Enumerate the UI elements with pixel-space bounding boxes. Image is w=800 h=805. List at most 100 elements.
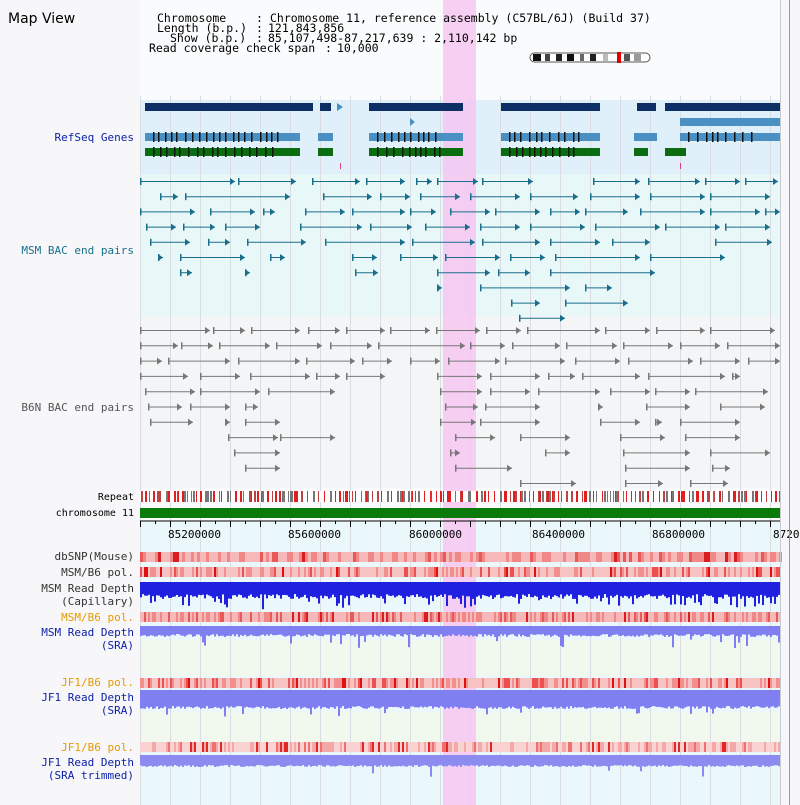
repeat-element <box>683 491 685 502</box>
jf1-depth-sra-bar <box>328 690 330 709</box>
msm-depth-capillary-bar <box>254 582 256 598</box>
jf1-b6-pol-cell <box>736 742 738 752</box>
refseq-gene-track[interactable] <box>145 103 780 169</box>
chromosome-value: Chromosome 11, reference assembly (C57BL… <box>270 11 651 25</box>
msm-bac-pair-arrow <box>650 269 655 277</box>
msm-b6-pol-cell <box>400 612 402 622</box>
msm-depth-sra-bar <box>326 626 328 635</box>
msm-depth-capillary-bar <box>548 582 550 596</box>
msm-b6-pol-cell <box>638 567 640 577</box>
repeat-element <box>585 491 587 502</box>
dbsnp-cell <box>758 552 761 562</box>
jf1-depth-trimmed-bar <box>254 755 256 767</box>
jf1-depth-sra-bar <box>490 690 492 708</box>
msm-b6-pol-cell <box>190 567 192 577</box>
repeat-element <box>738 491 740 502</box>
msm-b6-pol-cell <box>520 612 522 622</box>
jf1-depth-sra-bar <box>578 690 580 708</box>
msm-b6-pol-cell <box>310 612 312 622</box>
msm-bac-pair-end <box>612 238 614 246</box>
dbsnp-cell <box>446 552 449 562</box>
jf1-depth-trimmed-bar <box>214 755 216 767</box>
jf1-depth-sra-bar <box>552 690 554 709</box>
jf1-b6-pol-cell <box>208 742 210 752</box>
b6n-bac-pair-arrow <box>685 388 690 396</box>
jf1-depth-trimmed-bar <box>634 755 636 766</box>
jf1-depth-sra-bar <box>412 690 414 707</box>
msm-depth-capillary-bar <box>332 582 334 595</box>
b6n-bac-pair-arrow <box>765 449 770 457</box>
msm-b6-pol-cell <box>380 567 382 577</box>
jf1-depth-trimmed-bar <box>412 755 414 767</box>
track-label-refseq[interactable]: RefSeq Genes <box>55 131 134 144</box>
msm-depth-sra-bar <box>178 626 180 635</box>
dbsnp-cell <box>668 552 671 562</box>
msm-depth-capillary-bar <box>190 582 192 596</box>
jf1-depth-sra-bar <box>256 690 258 707</box>
msm-b6-pol-cell <box>610 612 612 622</box>
msm-b6-pol-cell <box>150 567 152 577</box>
chromosome-ideogram[interactable] <box>529 52 651 63</box>
jf1-b6-pol-cell <box>142 742 144 752</box>
msm-b6-pol-cell <box>412 612 414 622</box>
jf1-b6-pol-cell <box>326 678 328 688</box>
msm-bac-end-pairs[interactable] <box>140 178 780 322</box>
jf1-depth-trimmed-bar <box>502 755 504 767</box>
track-label-jf1-b6-pol-2: JF1/B6 pol. <box>61 741 134 754</box>
msm-depth-capillary-bar <box>702 582 704 597</box>
jf1-b6-pol-cell <box>400 742 402 752</box>
snp-mark <box>340 163 341 169</box>
msm-depth-capillary-bar <box>644 582 646 596</box>
jf1-b6-pol-cell <box>406 742 408 752</box>
repeat-element <box>707 491 709 502</box>
b6n-bac-pair-end <box>145 388 147 396</box>
jf1-b6-pol-cell <box>606 678 608 688</box>
repeat-element <box>381 491 382 502</box>
jf1-b6-pol-cell <box>678 678 680 688</box>
jf1-b6-pol-cell <box>304 678 306 688</box>
jf1-b6-pol-cell <box>718 742 720 752</box>
msm-depth-sra-bar <box>248 626 250 636</box>
msm-b6-pol-cell <box>274 612 276 622</box>
msm-depth-capillary-bar <box>148 582 150 595</box>
jf1-b6-pol-cell <box>430 742 432 752</box>
msm-depth-capillary-bar <box>498 582 500 595</box>
jf1-b6-pol-cell <box>766 678 768 688</box>
b6n-bac-pair-end <box>486 327 488 334</box>
track-label-b6n-bac[interactable]: B6N BAC end pairs <box>21 401 134 414</box>
msm-depth-sra-bar <box>228 626 230 636</box>
jf1-depth-trimmed-bar <box>160 755 162 766</box>
b6n-bac-end-pairs[interactable] <box>140 327 780 503</box>
repeat-track[interactable] <box>140 491 781 502</box>
variation-tracks[interactable] <box>140 552 782 777</box>
msm-b6-pol-cell <box>682 612 684 622</box>
msm-depth-sra-bar <box>346 626 348 635</box>
dbsnp-cell <box>512 552 515 562</box>
jf1-b6-pol-cell <box>414 678 416 688</box>
msm-b6-pol-cell <box>314 567 316 577</box>
msm-b6-pol-cell <box>632 612 634 622</box>
msm-b6-pol-cell <box>428 567 430 577</box>
msm-b6-pol-cell <box>640 612 642 622</box>
jf1-b6-pol-cell <box>344 742 346 752</box>
msm-b6-pol-cell <box>670 612 672 622</box>
jf1-b6-pol-cell <box>264 678 266 688</box>
jf1-b6-pol-cell <box>736 678 738 688</box>
jf1-depth-sra-bar <box>622 690 624 709</box>
exon-mark <box>529 132 531 142</box>
jf1-b6-pol-cell <box>316 678 318 688</box>
b6n-bac-pair-end <box>437 372 439 380</box>
track-label-msm-bac[interactable]: MSM BAC end pairs <box>21 244 134 257</box>
b6n-bac-pair-end <box>600 418 602 426</box>
msm-b6-pol-cell <box>718 612 720 622</box>
dbsnp-cell <box>209 552 212 562</box>
jf1-depth-trimmed-bar <box>394 755 396 767</box>
msm-bac-pair-end <box>710 208 712 216</box>
msm-depth-capillary-bar <box>750 582 752 597</box>
msm-b6-pol-cell <box>278 567 280 577</box>
jf1-b6-pol-cell <box>564 678 566 688</box>
jf1-depth-trimmed-bar <box>548 755 550 767</box>
jf1-b6-pol-cell <box>310 742 312 752</box>
jf1-depth-trimmed-bar <box>536 755 538 767</box>
msm-b6-pol-cell <box>452 567 454 577</box>
